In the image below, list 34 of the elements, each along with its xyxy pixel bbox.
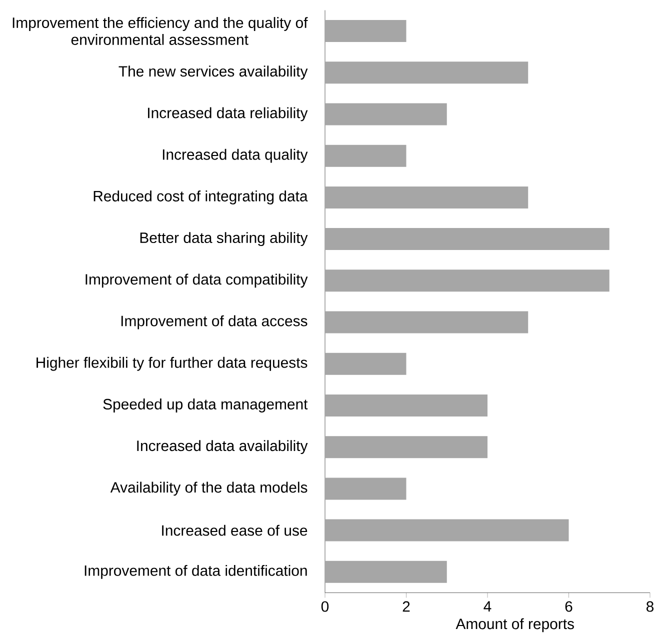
x-axis-title: Amount of reports — [456, 618, 574, 632]
y-tick-label: Improvement of data identification — [84, 564, 307, 579]
bar — [325, 352, 406, 375]
x-tick-label: 8 — [646, 601, 654, 612]
bar — [325, 228, 610, 250]
y-tick-label: Improvement the efficiency and the quality of environmental assessment — [12, 17, 308, 45]
bar — [325, 311, 528, 334]
bar — [325, 519, 569, 542]
x-tick-label: 0 — [321, 601, 329, 612]
y-tick-label: Availability of the data models — [110, 482, 308, 496]
bar — [325, 394, 488, 416]
bar — [325, 270, 610, 292]
bar — [325, 103, 447, 126]
x-tick-label: 2 — [402, 601, 410, 612]
x-tick-label: 6 — [565, 601, 572, 612]
y-tick-label: Higher flexibili ty for further data requests — [36, 356, 308, 371]
y-tick-label: Improvement of data compatibility — [86, 274, 308, 288]
y-tick-label: The new services availability — [118, 66, 308, 80]
y-tick-label: Increased data quality — [162, 148, 308, 163]
bar — [325, 478, 406, 500]
y-tick-label: Reduced cost of integrating data — [94, 190, 308, 204]
bar — [325, 62, 528, 84]
bar — [325, 186, 528, 208]
bar — [325, 560, 447, 583]
y-tick-label: Increased data availability — [137, 440, 308, 454]
y-tick-label: Speeded up data management — [103, 398, 308, 412]
bar — [325, 144, 406, 167]
y-tick-label: Increased ease of use — [162, 524, 308, 536]
y-tick-label: Better data sharing ability — [140, 232, 308, 246]
y-tick-label: Improvement of data access — [121, 315, 308, 330]
bar — [325, 436, 488, 458]
y-tick-label: Increased data reliability — [148, 107, 308, 122]
x-tick-label: 4 — [484, 601, 492, 612]
bar — [325, 20, 406, 42]
